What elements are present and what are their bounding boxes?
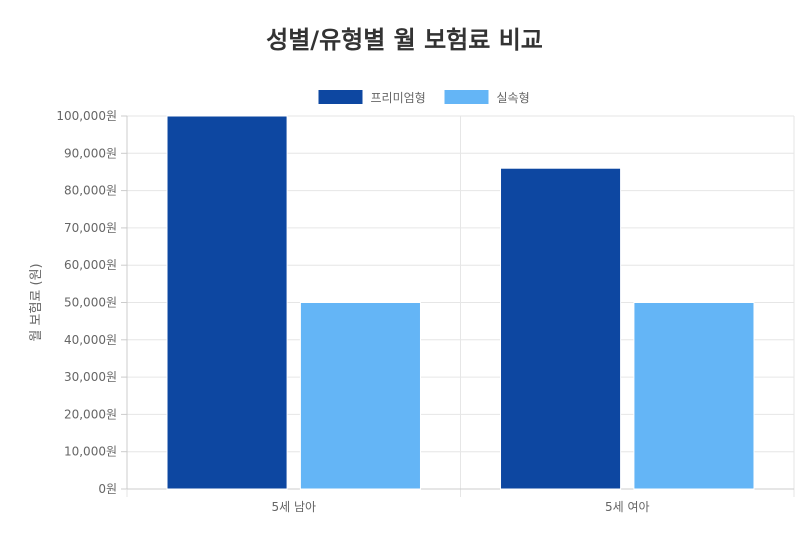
y-tick-label: 60,000원 [64,258,117,272]
bar [500,167,622,490]
y-axis-label: 월 보험료 (원) [29,263,44,341]
x-tick-label: 5세 남아 [271,500,316,514]
y-tick-label: 90,000원 [64,146,117,160]
bar [166,115,288,490]
y-tick-label: 0원 [98,482,117,496]
bar [633,302,755,490]
legend-swatch [444,90,489,104]
y-tick-label: 70,000원 [64,221,117,235]
y-tick-label: 10,000원 [64,445,117,459]
y-tick-label: 50,000원 [64,296,117,310]
bar [299,302,421,490]
y-tick-label: 40,000원 [64,333,117,347]
y-tick-label: 30,000원 [64,370,117,384]
legend-label: 프리미엄형 [371,91,426,105]
chart-title: 성별/유형별 월 보험료 비교 [266,26,543,54]
legend-label: 실속형 [497,91,530,105]
y-tick-label: 80,000원 [64,184,117,198]
x-tick-label: 5세 여아 [605,500,650,514]
legend-swatch [318,90,363,104]
y-tick-label: 20,000원 [64,407,117,421]
y-tick-label: 100,000원 [56,109,117,123]
